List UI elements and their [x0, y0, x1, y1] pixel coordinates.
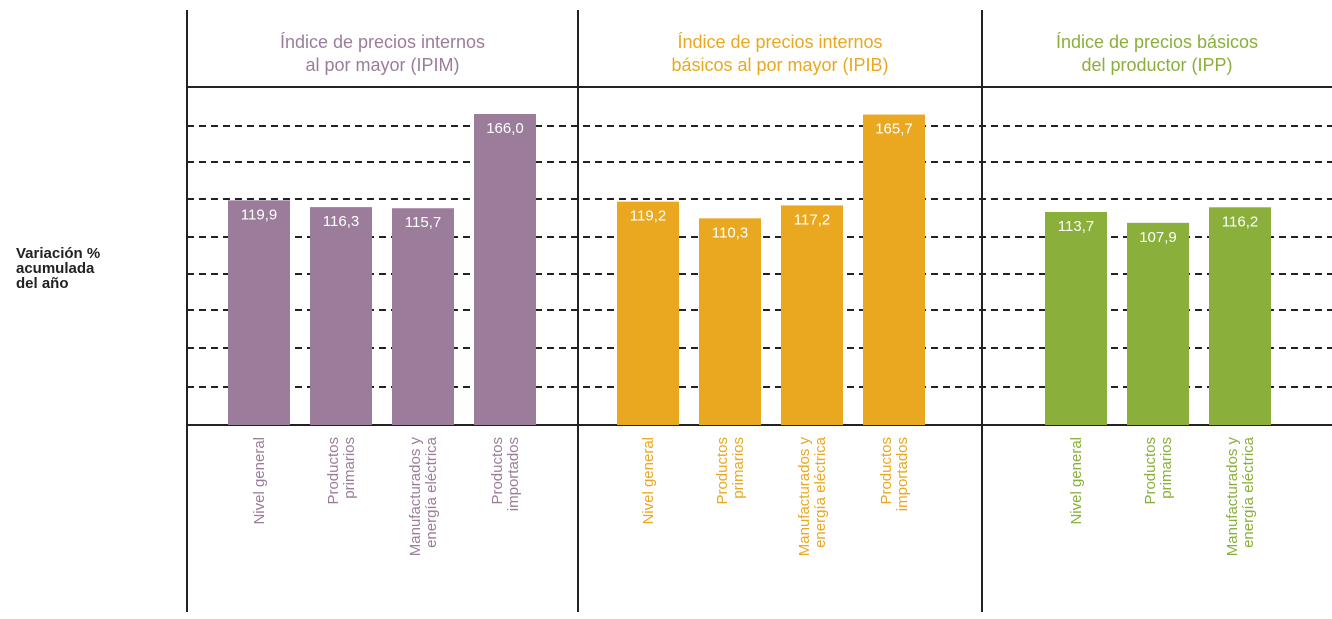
panel-title: Índice de precios internos al por mayor (… — [280, 32, 485, 75]
category-label: Productos primarios — [714, 437, 747, 505]
bar — [474, 114, 536, 425]
category-label-line: energía eléctrica — [1240, 436, 1257, 548]
data-label: 117,2 — [794, 211, 830, 228]
category-label: Productos primarios — [1142, 437, 1175, 505]
category-label-line: importados — [894, 437, 911, 511]
category-label-line: Nivel general — [640, 437, 657, 525]
category-label-line: Nivel general — [1068, 437, 1085, 525]
data-label: 110,3 — [712, 224, 748, 241]
category-label-line: Productos — [1142, 437, 1159, 505]
category-label-line: energía eléctrica — [423, 436, 440, 548]
category-label-line: Productos — [325, 437, 342, 505]
data-label: 119,2 — [630, 208, 666, 225]
panel-title: Índice de precios básicos del productor (… — [1056, 32, 1258, 75]
bar — [392, 208, 454, 425]
category-label: Productos primarios — [325, 437, 358, 505]
category-label-line: Manufacturados y — [1224, 437, 1241, 557]
bar — [617, 201, 679, 425]
bar — [1045, 211, 1107, 425]
category-label: Nivel general — [1068, 437, 1085, 525]
bar — [863, 114, 925, 426]
category-label-line: primarios — [341, 437, 358, 499]
category-label-line: importados — [505, 437, 522, 511]
y-axis-label: Variación % acumulada del año — [16, 245, 100, 292]
category-label: Nivel general — [251, 437, 268, 525]
category-label-line: Productos — [878, 437, 895, 505]
bar — [310, 207, 372, 425]
category-label-line: primarios — [730, 437, 747, 499]
bar — [699, 218, 761, 425]
category-label-line: Nivel general — [251, 437, 268, 525]
category-label-line: Manufacturados y — [796, 437, 813, 557]
category-label-line: energía eléctrica — [812, 436, 829, 548]
category-label-line: Productos — [714, 437, 731, 505]
bars — [228, 114, 1271, 426]
category-label: Manufacturados y energía eléctrica — [407, 436, 440, 556]
category-label: Manufacturados y energía eléctrica — [796, 436, 829, 556]
bar — [228, 200, 290, 425]
category-label: Productos importados — [489, 437, 522, 511]
panel-title: Índice de precios internos básicos al por… — [671, 32, 888, 75]
data-label: 165,7 — [875, 121, 913, 138]
category-label: Nivel general — [640, 437, 657, 525]
bar — [1127, 222, 1189, 425]
data-label: 107,9 — [1139, 229, 1177, 246]
data-label: 119,9 — [241, 206, 277, 223]
data-label: 116,3 — [323, 213, 359, 230]
category-label-line: Productos — [489, 437, 506, 505]
category-label: Manufacturados y energía eléctrica — [1224, 436, 1257, 556]
category-label: Productos importados — [878, 437, 911, 511]
bar — [781, 205, 843, 425]
data-label: 166,0 — [486, 120, 524, 137]
bar — [1209, 207, 1271, 425]
category-label-line: primarios — [1158, 437, 1175, 499]
text-labels: Variación % acumulada del año Índice de pre… — [16, 32, 1258, 556]
data-label: 113,7 — [1058, 218, 1094, 235]
category-label-line: Manufacturados y — [407, 437, 424, 557]
data-label: 115,7 — [405, 214, 441, 231]
data-label: 116,2 — [1222, 213, 1258, 230]
